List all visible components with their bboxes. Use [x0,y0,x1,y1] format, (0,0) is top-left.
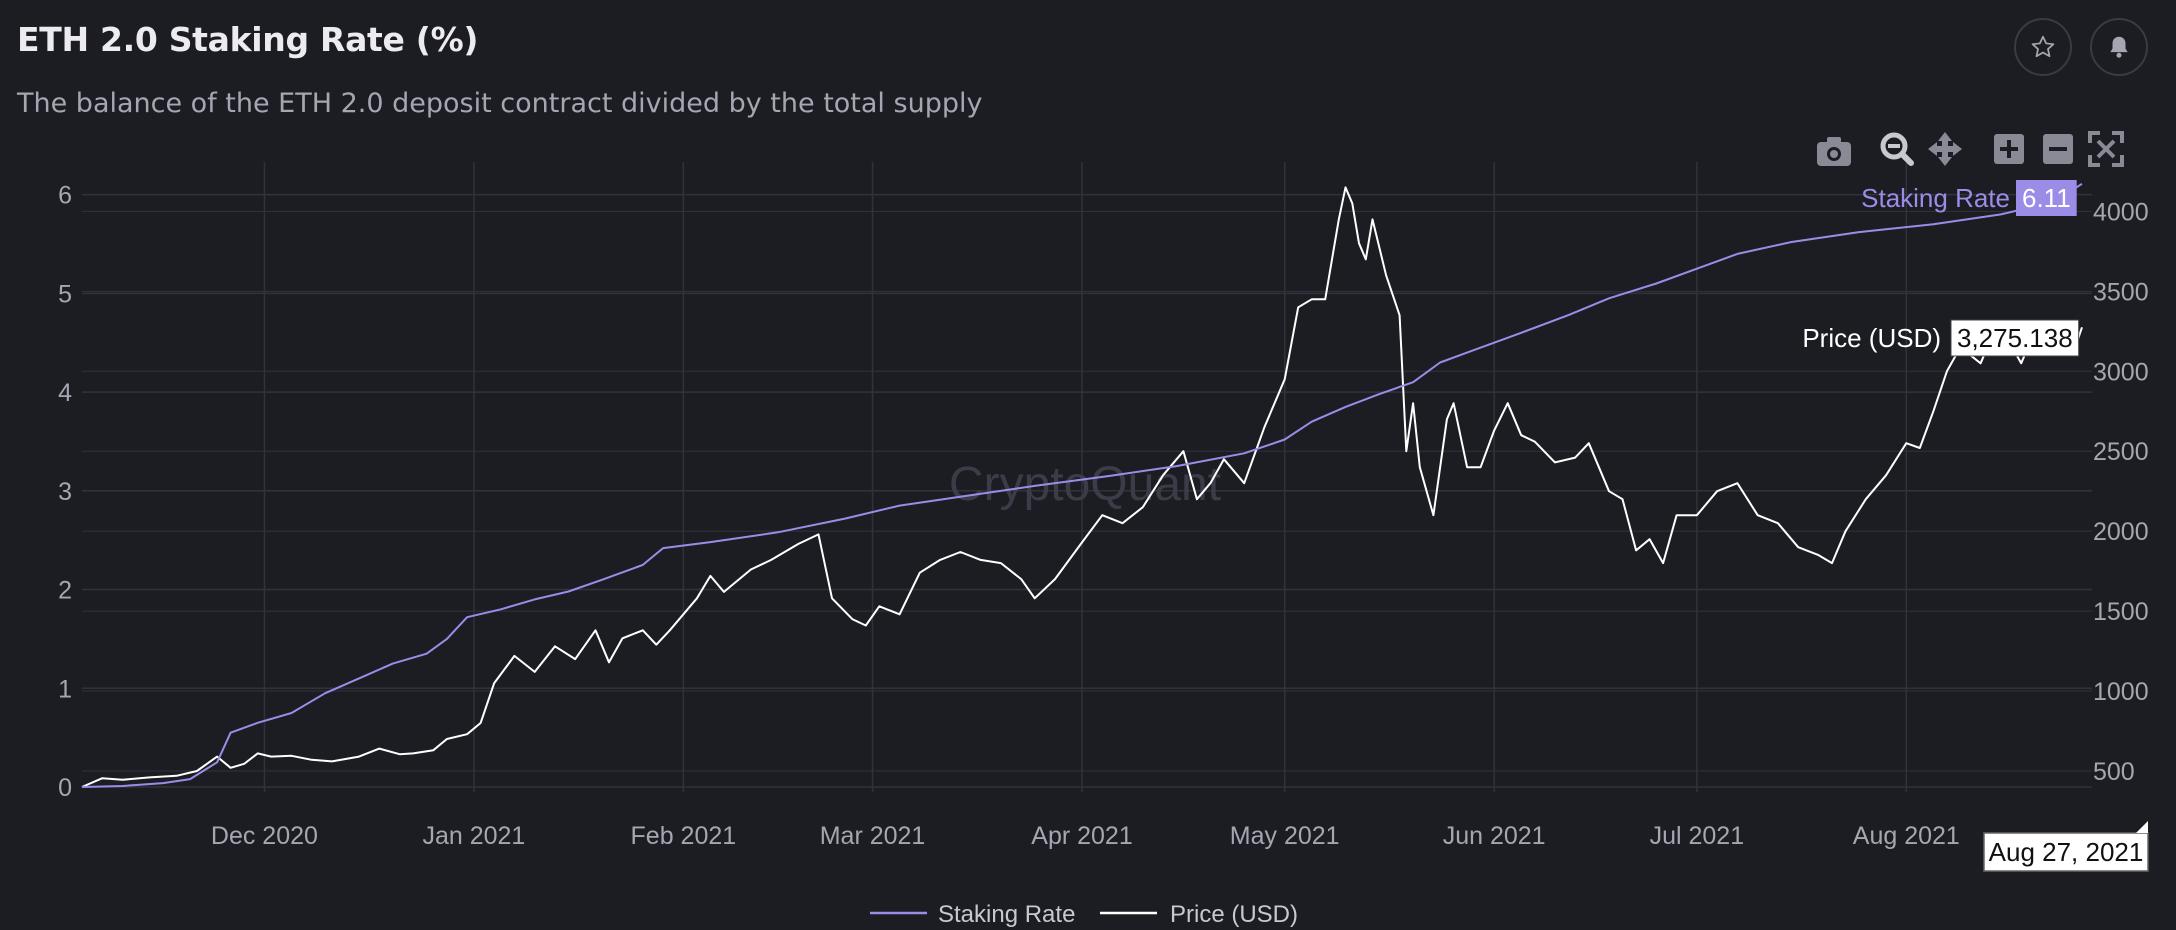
bell-icon [2110,36,2128,58]
hover-labels: Staking Rate 6.11 Price (USD) 3,275.138 … [1802,180,2149,872]
x-tick-label: May 2021 [1230,822,1340,850]
favorite-button[interactable] [2014,18,2072,76]
x-tick-label: Aug 2021 [1853,822,1960,850]
y-right-tick-label: 2500 [2093,438,2149,466]
pan-icon[interactable] [1928,132,1962,166]
y-right-tick-label: 3000 [2093,358,2149,386]
chart-toolbar [1817,131,2124,167]
hover-staking-value: 6.11 [2022,183,2071,213]
hover-staking-label: Staking Rate [1861,183,2010,213]
y-left-tick-label: 0 [58,774,72,802]
chart-grid [82,162,2092,792]
y-right-tick-label: 4000 [2093,198,2149,226]
y-right-tick-label: 1500 [2093,598,2149,626]
x-tick-label: Dec 2020 [211,822,318,850]
x-tick-label: Jan 2021 [422,822,525,850]
y-right-tick-label: 2000 [2093,518,2149,546]
alert-button[interactable] [2090,18,2148,76]
y-left-tick-label: 6 [58,182,72,210]
x-axis: Dec 2020 Jan 2021 Feb 2021 Mar 2021 Apr 2021… [211,822,1960,850]
hover-price-box [1950,319,2080,357]
zoom-icon[interactable] [1880,132,1914,166]
y-right-tick-label: 3500 [2093,278,2149,306]
hover-staking-box [2016,180,2077,216]
y-left-tick-label: 2 [58,577,72,605]
y-right-tick-label: 500 [2093,758,2135,786]
page-subtitle: The balance of the ETH 2.0 deposit contr… [17,88,983,119]
hover-date-box [1983,832,2149,872]
price-line[interactable] [81,186,2083,788]
y-axis-right: 500 1000 1500 2000 2500 3000 3500 4000 [2093,198,2149,786]
hover-date-pointer [2136,821,2148,833]
legend-label-staking: Staking Rate [938,901,1075,928]
page-title: ETH 2.0 Staking Rate (%) [17,20,479,59]
y-left-tick-label: 3 [58,478,72,506]
hover-price-label: Price (USD) [1802,323,1941,353]
legend-label-price: Price (USD) [1170,901,1298,928]
x-tick-label: Apr 2021 [1031,822,1132,850]
y-left-tick-label: 1 [58,675,72,703]
x-tick-label: Feb 2021 [631,822,737,850]
star-icon [2031,35,2055,58]
zoom-in-icon[interactable] [1994,134,2024,164]
y-right-tick-label: 1000 [2093,678,2149,706]
y-axis-left: 0 1 2 3 4 5 6 [58,182,72,802]
autoscale-icon[interactable] [2088,131,2124,167]
staking-rate-line[interactable] [81,182,2083,788]
x-tick-label: Jul 2021 [1650,822,1745,850]
hover-price-value: 3,275.138 [1957,323,2073,353]
x-tick-label: Mar 2021 [820,822,926,850]
zoom-out-icon[interactable] [2043,134,2073,164]
y-left-tick-label: 5 [58,280,72,308]
camera-icon[interactable] [1817,137,1851,166]
y-left-tick-label: 4 [58,379,72,407]
series-lines[interactable] [81,182,2083,788]
x-tick-label: Jun 2021 [1443,822,1546,850]
hover-date-label: Aug 27, 2021 [1989,837,2144,867]
legend: Staking Rate Price (USD) [870,901,1298,928]
